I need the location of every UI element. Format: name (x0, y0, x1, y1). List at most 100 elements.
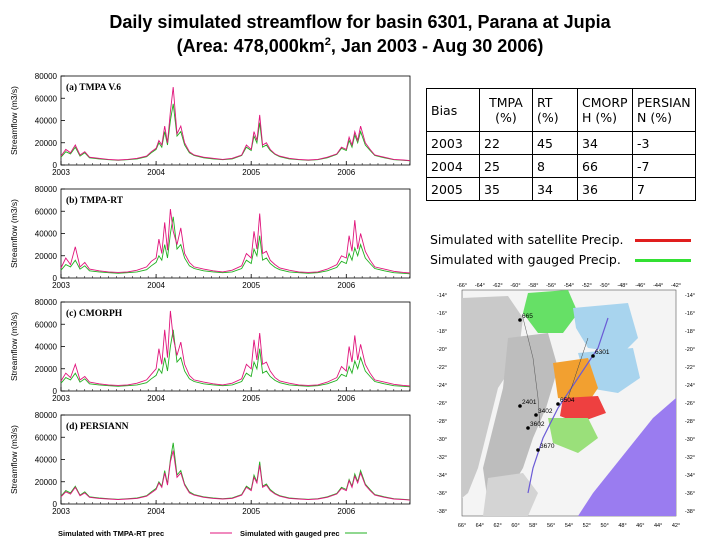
bottom-legend: Simulated with TMPA-RT prec Simulated wit… (58, 529, 367, 538)
subbasin-blue (573, 303, 638, 353)
legend-gauged-label: Simulated with gauged Precip. (430, 252, 621, 267)
table-cell: -7 (632, 154, 696, 178)
title-line2-prefix: (Area: 478,000km (176, 36, 325, 56)
map-left-label: -14° (437, 293, 447, 299)
map-right-label: -20° (685, 347, 695, 353)
header-rt-l1: RT (537, 95, 553, 110)
map-top-label: -58° (528, 283, 538, 289)
table-cell: 2005 (426, 177, 480, 201)
map-bottom-label: 42° (672, 523, 680, 529)
gauge-station-label: 3602 (530, 421, 545, 428)
map-bottom-label: 44° (654, 523, 662, 529)
table-cell: 35 (479, 177, 533, 201)
subbasin-green-south (548, 418, 598, 453)
table-row: 2003 22 45 34 -3 (426, 131, 696, 155)
map-top-label: -60° (510, 283, 520, 289)
x-tick-label: 2005 (242, 168, 260, 177)
gauge-station (556, 402, 560, 406)
y-tick-label: 60000 (35, 207, 58, 216)
table-cell: 34 (577, 131, 633, 155)
bias-table: Bias TMPA (%) RT (%) CMORP H (%) PERSIAN N (… (426, 88, 696, 201)
map-left-label: -22° (437, 365, 447, 371)
y-tick-label: 40000 (35, 343, 58, 352)
table-cell: 7 (632, 177, 696, 201)
river-paraguay (522, 317, 541, 429)
map-left-label: -24° (437, 383, 447, 389)
gauge-station (518, 318, 522, 322)
x-tick-label: 2004 (147, 168, 165, 177)
series-line (60, 87, 411, 162)
y-tick-label: 0 (53, 387, 58, 396)
bias-table-header-row: Bias TMPA (%) RT (%) CMORP H (%) PERSIAN N (… (426, 88, 696, 132)
header-cmorph-l1: CMORP (582, 95, 628, 110)
x-tick-label: 2003 (52, 281, 70, 290)
legend-gauged: Simulated with gauged Precip. (430, 252, 691, 267)
y-tick-label: 60000 (35, 320, 58, 329)
table-cell: 66 (577, 154, 633, 178)
y-tick-label: 20000 (35, 478, 58, 487)
chart-panel: 0 20000 40000 60000 80000 2003 2004 2005 2006 (a)… (9, 72, 411, 177)
header-tmpa: TMPA (%) (479, 88, 533, 132)
map-top-label: -50° (600, 283, 610, 289)
map-bottom-label: 48° (618, 523, 626, 529)
plot-frame (60, 414, 411, 505)
y-tick-label: 40000 (35, 456, 58, 465)
series-line (60, 216, 411, 275)
table-cell: 8 (532, 154, 578, 178)
chart-panel: 0 20000 40000 60000 80000 2003 2004 2005 2006 (c)… (9, 298, 411, 403)
chart-title-line2: (Area: 478,000km2, Jan 2003 - Aug 30 200… (0, 36, 720, 57)
map-bottom-label: 64° (476, 523, 484, 529)
map-left-label: -20° (437, 347, 447, 353)
x-tick-label: 2003 (52, 507, 70, 516)
map-left-label: -30° (437, 437, 447, 443)
map-left-label: -28° (437, 419, 447, 425)
table-cell: 2003 (426, 131, 480, 155)
x-tick-label: 2004 (147, 394, 165, 403)
legend-gauged-swatch (635, 259, 691, 262)
legend-satellite-swatch (635, 239, 691, 242)
map-top-label: -44° (653, 283, 663, 289)
x-tick-label: 2005 (242, 507, 260, 516)
y-tick-label: 0 (53, 161, 58, 170)
chart-title-line1: Daily simulated streamflow for basin 630… (109, 12, 611, 32)
map-bottom-label: 50° (601, 523, 609, 529)
table-cell: -3 (632, 131, 696, 155)
x-tick-label: 2006 (337, 168, 355, 177)
x-tick-label: 2003 (52, 394, 70, 403)
table-cell: 2004 (426, 154, 480, 178)
panel-label: (c) CMORPH (66, 308, 123, 319)
y-tick-label: 20000 (35, 139, 58, 148)
table-row: 2004 25 8 66 -7 (426, 154, 696, 178)
ocean-region (578, 398, 676, 516)
legend-satellite-label: Simulated with satellite Precip. (430, 232, 624, 247)
gauge-station (536, 448, 540, 452)
series-line (60, 329, 411, 388)
map-left-label: -16° (437, 311, 447, 317)
gauge-station-label: 665 (522, 313, 533, 320)
map-right-label: -36° (685, 491, 695, 497)
river-parana (527, 317, 609, 494)
map-left-label: -34° (437, 473, 447, 479)
panel-label: (d) PERSIANN (66, 421, 129, 432)
bottom-legend-gauged: Simulated with gauged prec (240, 529, 340, 538)
map-right-label: -38° (685, 509, 695, 515)
map-bottom-label: 58° (529, 523, 537, 529)
map-right-label: -30° (685, 437, 695, 443)
map-bottom-label: 66° (458, 523, 466, 529)
gauge-station (526, 426, 530, 430)
plot-frame (60, 301, 411, 392)
map-top-label: -48° (617, 283, 627, 289)
x-tick-label: 2004 (147, 507, 165, 516)
y-axis-label: Streamflow (m3/s) (9, 312, 19, 381)
subbasin-green-north (523, 290, 578, 333)
map-left-label: -32° (437, 455, 447, 461)
title-line2-suffix: , Jan 2003 - Aug 30 2006) (330, 36, 544, 56)
y-tick-label: 80000 (35, 185, 58, 194)
gauge-station-label: 2401 (522, 399, 537, 406)
map-right-label: -32° (685, 455, 695, 461)
panel-label: (b) TMPA-RT (66, 195, 124, 206)
table-cell: 36 (577, 177, 633, 201)
table-cell: 34 (532, 177, 578, 201)
y-tick-label: 20000 (35, 365, 58, 374)
y-tick-label: 40000 (35, 230, 58, 239)
